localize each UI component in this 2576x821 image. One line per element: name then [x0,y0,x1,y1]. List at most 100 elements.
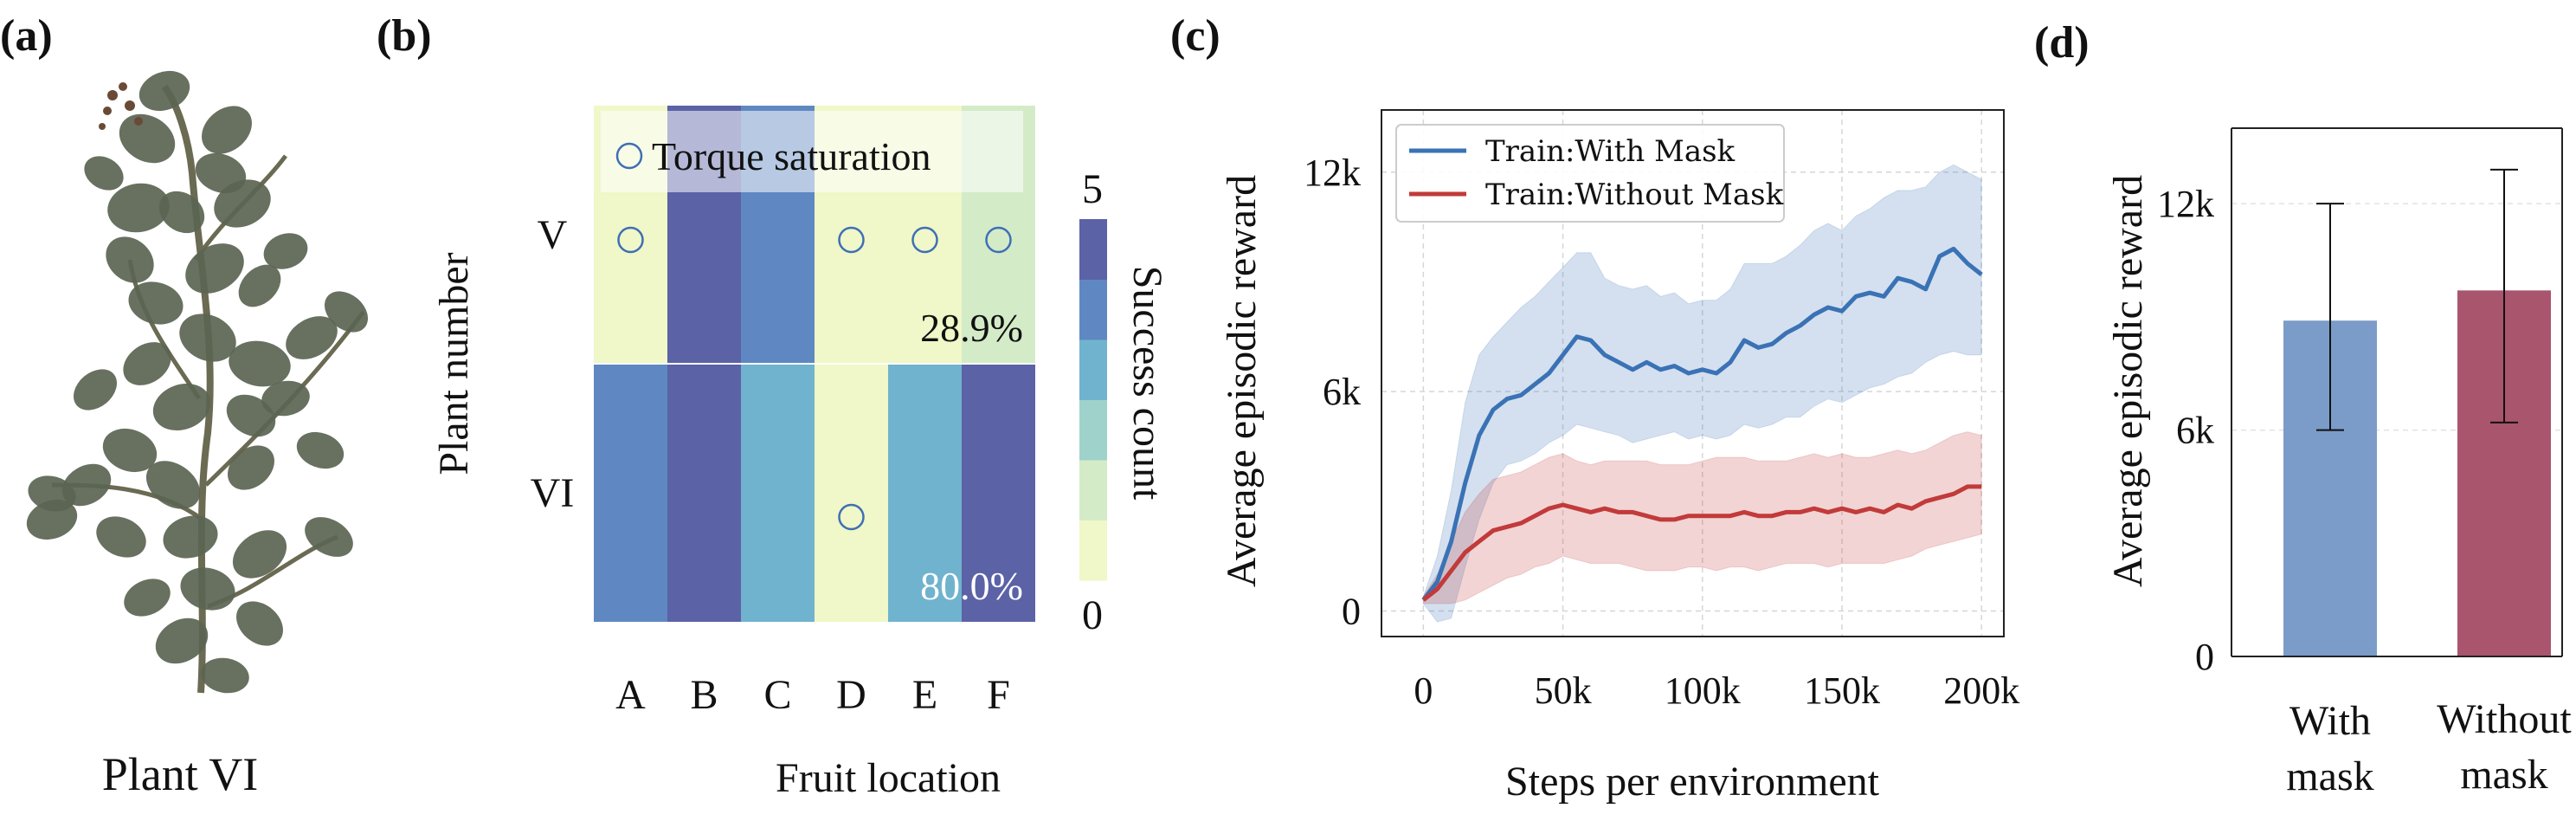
line-xlabel: Steps per environment [1505,759,1880,805]
leaf-shape [102,428,158,473]
line-legend: Train:With Mask Train:Without Mask [1395,124,1785,223]
leaf-shape [138,70,190,112]
x-tick-label: 0 [1414,669,1433,712]
colorbar-max-label: 5 [1082,166,1103,212]
heatmap-x-tick: A [615,672,646,718]
heatmap: A B C D E F V VI [531,106,1035,718]
leaf-shape [185,243,244,294]
leaf-shape [232,530,287,579]
series-line-with-mask [1421,246,1983,602]
torque-saturation-marker [911,226,938,254]
heatmap-x-tick: B [690,672,718,718]
leaf-shape [155,617,209,664]
heatmap-cell [815,364,888,622]
colorbar-label: Success count [1124,266,1170,501]
series-line-without-mask [1421,484,1982,602]
colorbar-segment [1079,460,1107,520]
leaf-shape [158,191,205,234]
heatmap-x-tick: C [763,672,791,718]
legend-frame [601,111,1023,192]
leaf-shape [305,517,353,557]
colorbar-min-label: 0 [1082,592,1103,638]
legend-torque-saturation: Torque saturation [652,134,931,178]
legend-with-mask: Train:With Mask [1485,134,1736,169]
leaf-shape [180,567,235,611]
plant-photo [26,70,369,694]
line-plot-frame [1381,109,2005,637]
heatmap-cell [888,364,962,622]
leaf-shape [202,106,252,154]
heatmap-x-tick: E [912,672,937,718]
panel-label-c: (c) [1170,11,1220,61]
line-legend-frame [1395,124,1785,223]
heatmap-ylabel: Plant number [431,252,477,475]
leaf-shape [163,515,218,559]
leaf-shape [145,461,201,509]
leaf-shape [107,183,170,233]
bar-ylabel: Average episodic reward [2105,175,2151,587]
leaf-shape [26,499,78,540]
leaf-shape [286,316,338,359]
line-chart: 0 50k 100k 150k 200k 0 6k 12k [1304,109,2019,712]
panel-label-d: (d) [2034,18,2090,68]
y-tick-label: 12k [1304,152,1361,194]
heatmap-x-tick: F [987,672,1010,718]
heatmap-y-tick: V [538,212,568,258]
y-tick-label: 6k [1323,371,1361,413]
bar-category-label-without: mask [2460,752,2547,798]
torque-saturation-marker [838,503,865,531]
x-tick-label: 50k [1535,669,1592,712]
leaf-shape [263,233,308,269]
heatmap-cell [962,364,1035,622]
bar-chart: 0 6k 12k [2157,127,2563,678]
leaf-shape [106,236,154,283]
bar-category-label-with: mask [2286,753,2373,799]
leaf-shape [96,516,146,558]
colorbar-segment [1079,339,1107,400]
leaf-shape [128,281,184,325]
heatmap-cell [594,364,667,622]
colorbar-segment [1079,219,1107,280]
torque-saturation-marker [617,226,644,254]
leaf-shape [152,383,211,431]
bar-category-label-without: Without [2437,696,2572,742]
bar-category-label-with: With [2289,698,2371,744]
torque-saturation-marker [985,226,1012,254]
x-tick-label: 150k [1804,669,1880,712]
leaf-shape [123,342,171,385]
legend-without-mask: Train:Without Mask [1485,178,1784,212]
line-ylabel: Average episodic reward [1219,175,1265,587]
leaf-shape [229,340,291,387]
leaf-shape [201,657,249,694]
leaf-shape [84,156,124,191]
y-tick-label: 0 [1342,590,1361,632]
heatmap-cell [667,364,741,622]
leaf-shape [124,579,171,617]
leaf-shape [296,431,345,469]
bar-y-tick-label: 0 [2195,636,2214,678]
colorbar-segment [1079,520,1107,581]
leaf-shape [73,369,118,410]
panel-label-a: (a) [0,11,53,61]
torque-marker-icon [615,142,643,170]
row-annotation-vi: 80.0% [920,564,1023,608]
torque-legend: Torque saturation [601,111,1023,192]
leaf-shape [236,601,283,646]
plant-buds [99,82,143,130]
leaf-shape [228,445,274,490]
heatmap-y-tick: VI [531,470,575,516]
colorbar-segment [1079,279,1107,340]
heatmap-xlabel: Fruit location [776,755,1001,801]
heatmap-x-tick: D [836,672,866,718]
leaf-shape [119,113,176,164]
bar-y-tick-label: 12k [2157,183,2214,225]
confidence-band-with-mask [1422,164,1982,623]
colorbar [1079,219,1107,581]
leaf-shape [214,179,271,228]
panel-label-b: (b) [377,11,432,61]
bar-y-tick-label: 6k [2176,410,2214,452]
heatmap-cell [741,364,815,622]
x-tick-label: 100k [1665,669,1741,712]
plant-caption: Plant VI [102,748,259,800]
